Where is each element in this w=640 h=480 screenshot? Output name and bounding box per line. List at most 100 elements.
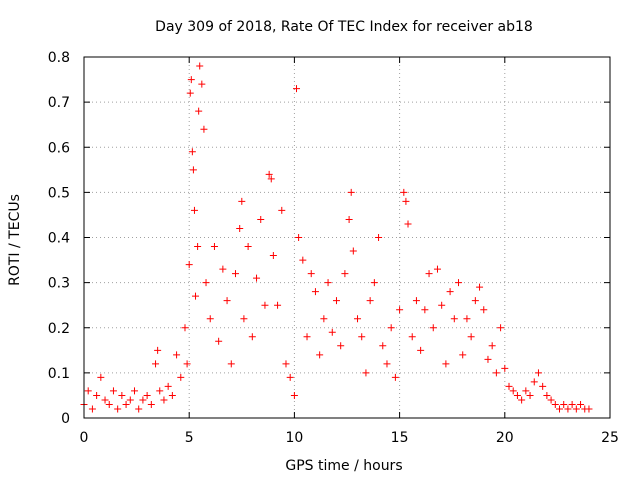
- y-tick-label: 0.2: [48, 321, 70, 337]
- data-point: [114, 405, 122, 413]
- data-point: [307, 270, 315, 278]
- data-point: [471, 297, 479, 305]
- data-point: [425, 270, 433, 278]
- data-point: [215, 337, 223, 345]
- data-point: [181, 324, 189, 332]
- data-point: [109, 387, 117, 395]
- y-tick-label: 0.7: [48, 95, 70, 111]
- data-point: [488, 342, 496, 350]
- axis-ticks: 0 5 10 15 20 25 0 0.1 0.2 0.3 0.4 0.5 0.6 0.7 0.8: [48, 50, 619, 446]
- y-tick-label: 0.1: [48, 366, 70, 382]
- y-tick-label: 0: [61, 411, 70, 427]
- data-point: [442, 360, 450, 368]
- data-point: [354, 315, 362, 323]
- data-point: [156, 387, 164, 395]
- y-axis-label: ROTI / TECUs: [7, 194, 23, 286]
- y-tick-label: 0.6: [48, 140, 70, 156]
- data-point: [97, 373, 105, 381]
- data-point: [480, 306, 488, 314]
- data-point: [522, 387, 530, 395]
- data-point: [438, 301, 446, 309]
- data-point: [282, 360, 290, 368]
- data-point: [257, 215, 265, 223]
- data-point: [227, 360, 235, 368]
- data-point: [293, 85, 301, 93]
- x-tick-label: 10: [285, 430, 303, 446]
- data-point: [320, 315, 328, 323]
- data-point: [547, 396, 555, 404]
- data-point: [497, 324, 505, 332]
- data-point: [526, 391, 534, 399]
- data-point: [194, 243, 202, 251]
- data-point: [568, 400, 576, 408]
- data-point: [463, 315, 471, 323]
- data-point: [539, 382, 547, 390]
- data-point: [337, 342, 345, 350]
- data-point: [484, 355, 492, 363]
- data-point: [362, 369, 370, 377]
- data-point: [417, 346, 425, 354]
- data-point: [223, 297, 231, 305]
- plot-frame: [83, 56, 611, 419]
- data-point: [261, 301, 269, 309]
- data-point: [286, 373, 294, 381]
- data-point: [192, 292, 200, 300]
- data-point: [93, 391, 101, 399]
- data-point: [248, 333, 256, 341]
- data-point: [534, 369, 542, 377]
- data-point: [105, 400, 113, 408]
- data-point: [190, 206, 198, 214]
- data-point: [187, 76, 195, 84]
- x-tick-label: 5: [185, 430, 194, 446]
- y-tick-label: 0.3: [48, 276, 70, 292]
- data-point: [459, 351, 467, 359]
- data-point: [543, 391, 551, 399]
- data-point: [160, 396, 168, 404]
- x-tick-label: 20: [496, 430, 514, 446]
- data-point: [164, 382, 172, 390]
- data-point: [421, 306, 429, 314]
- data-point: [210, 243, 218, 251]
- y-tick-label: 0.5: [48, 185, 70, 201]
- x-tick-label: 25: [601, 430, 619, 446]
- data-point: [341, 270, 349, 278]
- data-point: [404, 220, 412, 228]
- data-point: [143, 391, 151, 399]
- data-point: [412, 297, 420, 305]
- data-point: [408, 333, 416, 341]
- data-point: [295, 234, 303, 241]
- data-point: [402, 197, 410, 205]
- data-point: [577, 400, 585, 408]
- data-point: [311, 288, 319, 296]
- data-point: [84, 387, 92, 395]
- data-point: [265, 170, 273, 178]
- data-point: [345, 215, 353, 223]
- data-point: [147, 400, 155, 408]
- data-point: [274, 301, 282, 309]
- data-point: [379, 342, 387, 350]
- data-point: [240, 315, 248, 323]
- data-point: [476, 283, 484, 291]
- data-point: [349, 247, 357, 255]
- data-point: [366, 297, 374, 305]
- data-point: [328, 328, 336, 336]
- data-point: [450, 315, 458, 323]
- data-point: [560, 400, 568, 408]
- y-tick-label: 0.4: [48, 231, 70, 247]
- data-points: [80, 62, 593, 413]
- data-point: [189, 166, 197, 174]
- data-point: [126, 396, 134, 404]
- data-point: [200, 125, 208, 133]
- data-point: [253, 274, 261, 282]
- data-point: [118, 391, 126, 399]
- data-point: [387, 324, 395, 332]
- data-point: [219, 265, 227, 273]
- data-point: [173, 351, 181, 359]
- data-point: [135, 405, 143, 413]
- data-point: [324, 279, 332, 287]
- data-point: [513, 391, 521, 399]
- y-tick-label: 0.8: [48, 50, 70, 66]
- data-point: [88, 405, 96, 413]
- data-point: [231, 270, 239, 278]
- data-point: [183, 360, 191, 368]
